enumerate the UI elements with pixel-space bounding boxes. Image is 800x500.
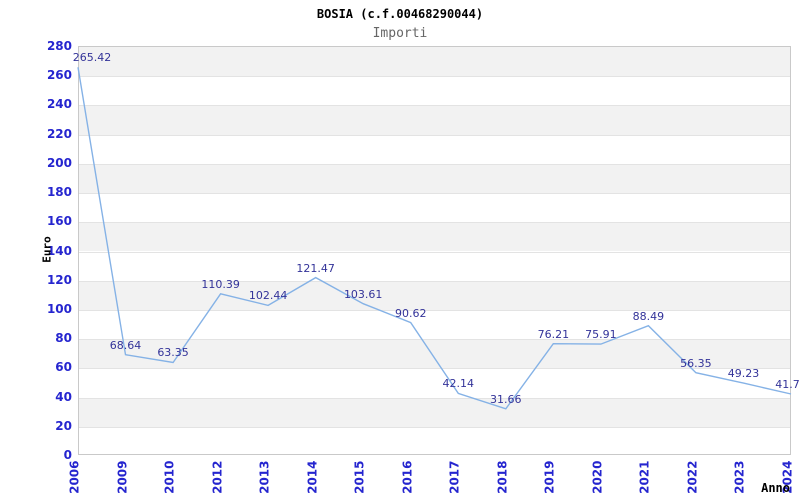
plot-band [79, 339, 790, 369]
y-axis-tick-label: 120 [46, 272, 72, 287]
plot-band [79, 193, 790, 223]
y-axis-tick-label: 60 [55, 360, 72, 375]
gridline [79, 105, 790, 107]
gridline [79, 339, 790, 341]
x-axis-tick-label: 2018 [495, 460, 510, 494]
plot-band [79, 426, 790, 454]
y-axis-tick-label: 280 [46, 39, 72, 53]
plot-band [79, 134, 790, 164]
gridline [79, 251, 790, 253]
y-axis-tick-label: 240 [46, 97, 72, 112]
gridline [79, 309, 790, 311]
y-axis-tick-label: 200 [46, 155, 72, 170]
x-axis-tick-label: 2010 [162, 460, 177, 494]
gridline [79, 222, 790, 224]
gridline [79, 426, 790, 428]
y-axis-tick-label: 100 [46, 301, 72, 316]
x-axis-tick-label: 2006 [67, 460, 82, 494]
x-axis-tick-label: 2012 [210, 460, 225, 494]
gridline [79, 134, 790, 136]
gridline [79, 193, 790, 195]
x-axis-tick-label: 2020 [590, 460, 605, 494]
plot-band [79, 309, 790, 340]
y-axis-tick-label: 260 [46, 68, 72, 83]
chart-title: BOSIA (c.f.00468290044) [316, 7, 484, 21]
plot-band [79, 251, 790, 281]
gridline [79, 76, 790, 78]
gridline [79, 280, 790, 282]
gridline [79, 368, 790, 370]
y-axis-tick-label: 180 [46, 185, 72, 200]
x-axis-tick-label: 2019 [542, 460, 557, 494]
y-axis-tick-label: 160 [46, 214, 72, 229]
y-axis-tick-label: 220 [46, 126, 72, 141]
plot-band [79, 397, 790, 427]
x-axis-title: Anno [761, 481, 790, 495]
y-axis-tick-label: 40 [55, 389, 72, 404]
plot-band [79, 163, 790, 194]
x-axis-tick-label: 2017 [447, 460, 462, 494]
x-axis-tick-label: 2022 [685, 460, 700, 494]
plot-band [79, 368, 790, 398]
y-axis-tick-label: 20 [55, 418, 72, 433]
x-axis-tick-label: 2009 [115, 460, 130, 494]
plot-area [78, 46, 791, 455]
x-axis-tick-label: 2014 [305, 460, 320, 494]
y-axis-tick-label: 80 [55, 331, 72, 346]
y-axis-title: Euro [40, 236, 54, 263]
plot-band [79, 105, 790, 135]
x-axis-tick-label: 2021 [637, 460, 652, 494]
plot-band [79, 222, 790, 252]
x-axis-tick-label: 2013 [257, 460, 272, 494]
plot-band [79, 280, 790, 310]
plot-band [79, 76, 790, 106]
plot-band [79, 47, 790, 77]
gridline [79, 163, 790, 165]
chart-subtitle: Importi [372, 26, 428, 41]
x-axis-tick-label: 2016 [400, 460, 415, 494]
gridline [79, 397, 790, 399]
x-axis-tick-label: 2015 [352, 460, 367, 494]
y-axis-tick-label: 0 [63, 448, 72, 462]
